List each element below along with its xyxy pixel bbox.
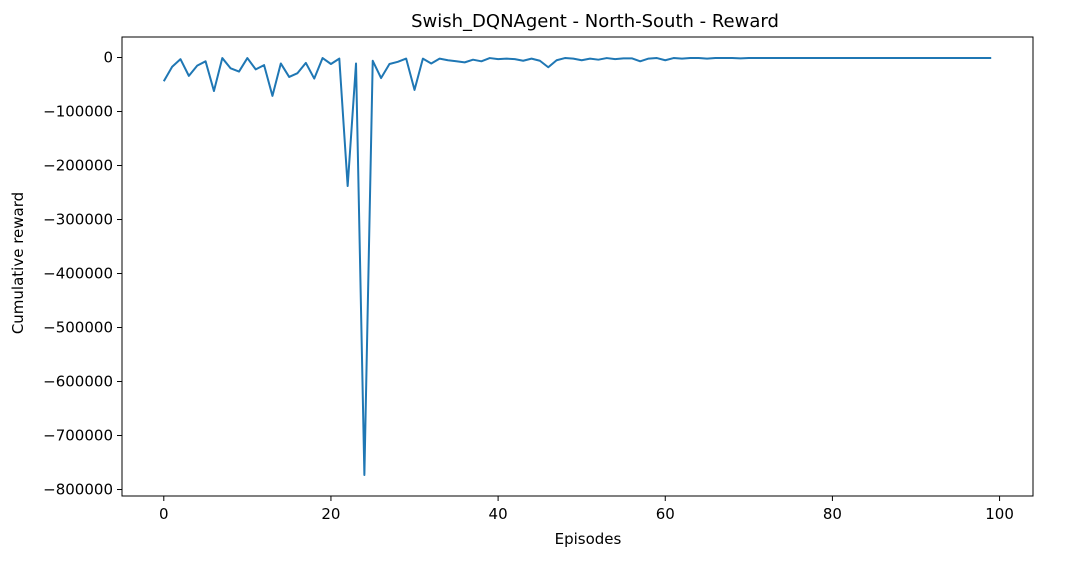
x-axis-label: Episodes — [555, 530, 622, 548]
series-line — [162, 56, 992, 476]
x-tick-label: 80 — [823, 505, 842, 523]
y-tick-label: −600000 — [43, 373, 113, 391]
y-tick-label: −300000 — [43, 211, 113, 229]
y-axis-ticks: 0 −100000 −200000 −300000 −400000 −500000 −600… — [43, 49, 122, 499]
series-layer — [162, 56, 992, 476]
x-tick-label: 40 — [489, 505, 508, 523]
y-tick-label: −200000 — [43, 157, 113, 175]
x-tick-label: 100 — [985, 505, 1014, 523]
x-tick-label: 20 — [321, 505, 340, 523]
y-axis-label: Cumulative reward — [9, 192, 27, 334]
x-tick-label: 0 — [159, 505, 169, 523]
y-tick-label: −700000 — [43, 427, 113, 445]
y-tick-label: −100000 — [43, 103, 113, 121]
plot-frame — [121, 36, 1034, 497]
plot-area: 0 20 40 60 80 100 0 −100000 −200000 −300000 −4000… — [43, 36, 1034, 523]
x-tick-label: 60 — [656, 505, 675, 523]
y-tick-label: −800000 — [43, 481, 113, 499]
y-tick-label: 0 — [103, 49, 113, 67]
y-tick-label: −400000 — [43, 265, 113, 283]
y-tick-label: −500000 — [43, 319, 113, 337]
chart-title: Swish_DQNAgent - North-South - Reward — [411, 11, 779, 32]
x-axis-ticks: 0 20 40 60 80 100 — [159, 496, 1014, 523]
